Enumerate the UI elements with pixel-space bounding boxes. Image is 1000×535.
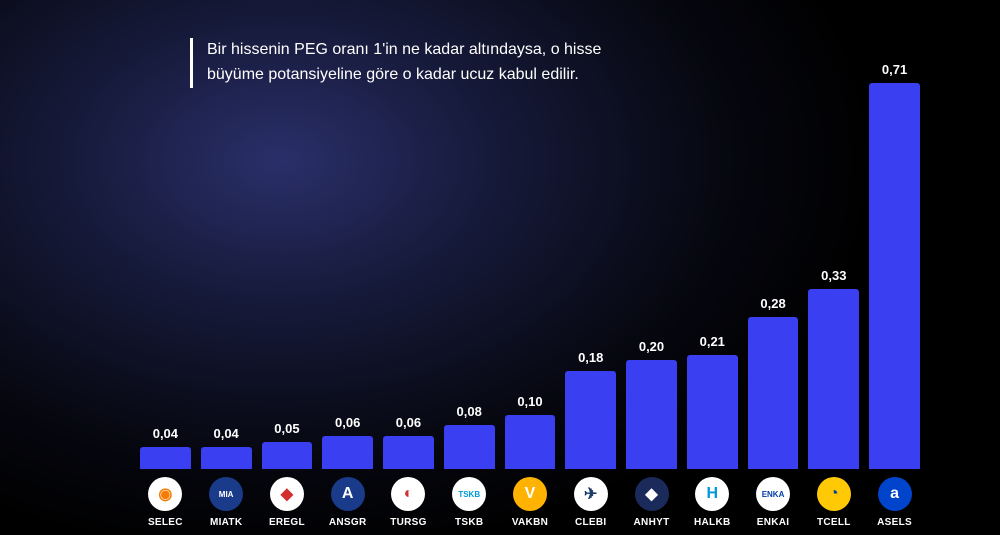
bar-value-label: 0,71 xyxy=(882,62,907,77)
bar xyxy=(262,442,313,469)
x-axis-item: V VAKBN xyxy=(505,469,556,535)
company-logo-icon: MIA xyxy=(209,477,243,511)
bar-value-label: 0,33 xyxy=(821,268,846,283)
bar xyxy=(322,436,373,469)
x-axis: ◉SELECMIAMIATK◆EREGLAANSGR◐TURSGTSKBTSKB… xyxy=(140,469,920,535)
company-logo-icon: H xyxy=(695,477,729,511)
ticker-label: TCELL xyxy=(817,517,851,528)
ticker-label: MIATK xyxy=(210,517,242,528)
bar-slot: 0,06 xyxy=(383,415,434,469)
bar-slot: 0,21 xyxy=(687,334,738,469)
bar xyxy=(565,371,616,469)
bar-value-label: 0,20 xyxy=(639,339,664,354)
bar-slot: 0,28 xyxy=(748,296,799,469)
ticker-label: EREGL xyxy=(269,517,305,528)
ticker-label: SELEC xyxy=(148,517,183,528)
x-axis-item: ◆ EREGL xyxy=(262,469,313,535)
x-axis-item: ◆ ANHYT xyxy=(626,469,677,535)
bar-slot: 0,05 xyxy=(262,421,313,469)
bar-value-label: 0,05 xyxy=(274,421,299,436)
bar xyxy=(444,425,495,469)
company-logo-icon: ◉ xyxy=(148,477,182,511)
bar-slot: 0,08 xyxy=(444,404,495,469)
bar-slot: 0,20 xyxy=(626,339,677,469)
x-axis-item: a ASELS xyxy=(869,469,920,535)
company-logo-icon: ✈ xyxy=(574,477,608,511)
bar-slot: 0,71 xyxy=(869,62,920,469)
company-logo-icon: A xyxy=(331,477,365,511)
x-axis-item: H HALKB xyxy=(687,469,738,535)
bar-slot: 0,18 xyxy=(565,350,616,469)
ticker-label: ANSGR xyxy=(329,517,367,528)
bar-value-label: 0,21 xyxy=(700,334,725,349)
bar-slot: 0,06 xyxy=(322,415,373,469)
company-logo-icon: a xyxy=(878,477,912,511)
bar-slot: 0,33 xyxy=(808,268,859,469)
ticker-label: HALKB xyxy=(694,517,731,528)
x-axis-item: ◔ TCELL xyxy=(808,469,859,535)
bar-value-label: 0,06 xyxy=(396,415,421,430)
bar-slot: 0,04 xyxy=(201,426,252,469)
x-axis-item: TSKB TSKB xyxy=(444,469,495,535)
ticker-label: CLEBI xyxy=(575,517,607,528)
bar xyxy=(140,447,191,469)
bar-slot: 0,04 xyxy=(140,426,191,469)
company-logo-icon: TSKB xyxy=(452,477,486,511)
ticker-label: TSKB xyxy=(455,517,483,528)
x-axis-item: MIA MIATK xyxy=(201,469,252,535)
x-axis-item: ◐ TURSG xyxy=(383,469,434,535)
bar xyxy=(687,355,738,469)
company-logo-icon: ◆ xyxy=(270,477,304,511)
ticker-label: VAKBN xyxy=(512,517,548,528)
x-axis-item: ENKA ENKAI xyxy=(748,469,799,535)
bar-value-label: 0,10 xyxy=(517,394,542,409)
bar-value-label: 0,08 xyxy=(457,404,482,419)
company-logo-icon: ENKA xyxy=(756,477,790,511)
ticker-label: ENKAI xyxy=(757,517,790,528)
bar xyxy=(626,360,677,469)
bar xyxy=(808,289,859,469)
x-axis-item: ◉ SELEC xyxy=(140,469,191,535)
bar xyxy=(383,436,434,469)
company-logo-icon: ◆ xyxy=(635,477,669,511)
bar-value-label: 0,06 xyxy=(335,415,360,430)
bar-value-label: 0,28 xyxy=(760,296,785,311)
bar-value-label: 0,18 xyxy=(578,350,603,365)
x-axis-item: A ANSGR xyxy=(322,469,373,535)
bar xyxy=(505,415,556,469)
chart-canvas: Bir hissenin PEG oranı 1'in ne kadar alt… xyxy=(0,0,1000,535)
company-logo-icon: ◔ xyxy=(817,477,851,511)
bar xyxy=(869,83,920,469)
ticker-label: ASELS xyxy=(877,517,912,528)
bar-value-label: 0,04 xyxy=(153,426,178,441)
ticker-label: ANHYT xyxy=(634,517,670,528)
bar-chart: 0,04 0,04 0,05 0,06 0,06 0,08 0,10 0,18 0,20 0,21… xyxy=(140,39,920,469)
x-axis-item: ✈ CLEBI xyxy=(565,469,616,535)
company-logo-icon: V xyxy=(513,477,547,511)
company-logo-icon: ◐ xyxy=(391,477,425,511)
bar xyxy=(201,447,252,469)
bar-value-label: 0,04 xyxy=(213,426,238,441)
bar-slot: 0,10 xyxy=(505,394,556,469)
bar xyxy=(748,317,799,469)
ticker-label: TURSG xyxy=(390,517,427,528)
